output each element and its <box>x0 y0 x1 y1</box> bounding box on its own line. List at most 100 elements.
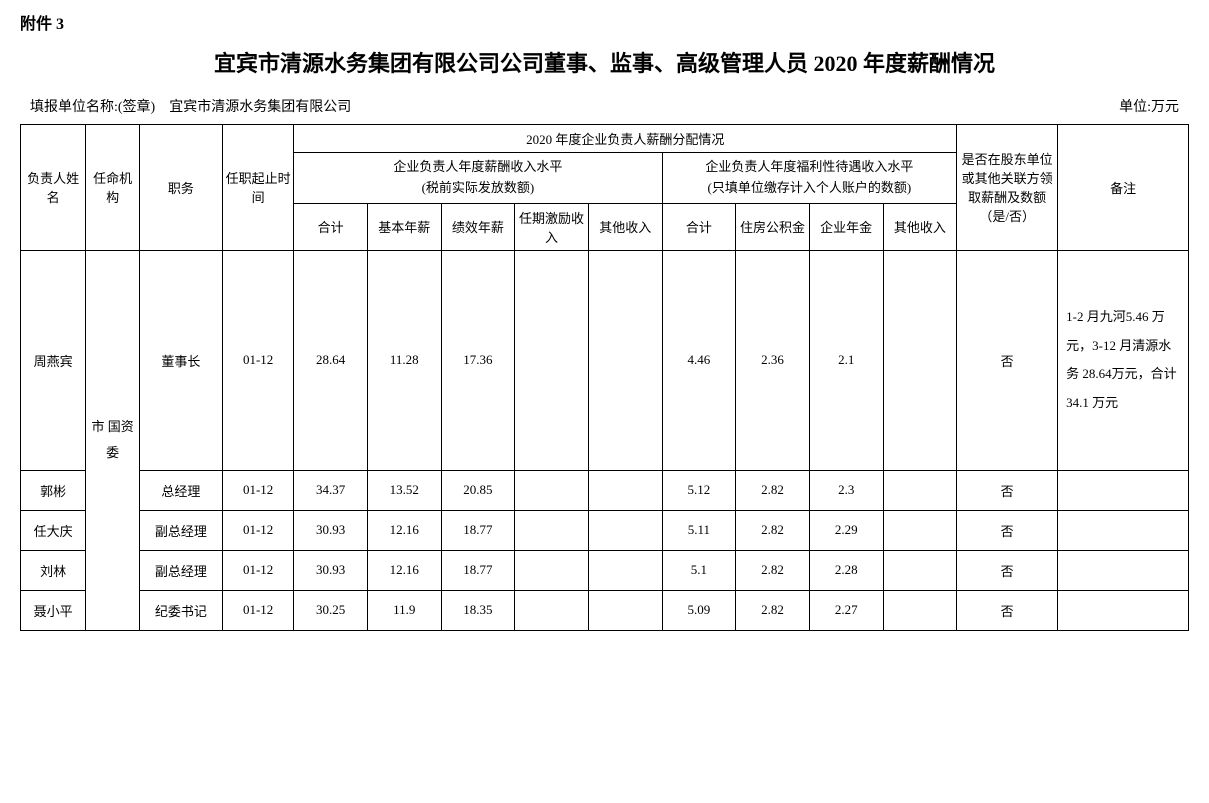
cell-period: 01-12 <box>222 590 293 630</box>
header-welfare-group-main: 企业负责人年度福利性待遇收入水平 <box>665 157 955 178</box>
cell-period: 01-12 <box>222 470 293 510</box>
header-position: 职务 <box>139 125 222 251</box>
cell-other2 <box>883 510 957 550</box>
header-remark: 备注 <box>1058 125 1189 251</box>
header-total1: 合计 <box>294 203 368 250</box>
cell-other1 <box>588 250 662 470</box>
table-row: 郭彬 总经理 01-12 34.37 13.52 20.85 5.12 2.82… <box>21 470 1189 510</box>
cell-housing: 2.36 <box>736 250 810 470</box>
cell-incentive <box>515 470 589 510</box>
cell-total1: 30.93 <box>294 510 368 550</box>
cell-annuity: 2.3 <box>809 470 883 510</box>
cell-period: 01-12 <box>222 550 293 590</box>
cell-incentive <box>515 510 589 550</box>
cell-annuity: 2.27 <box>809 590 883 630</box>
meta-line: 填报单位名称:(签章) 宜宾市清源水务集团有限公司 单位:万元 <box>20 96 1189 116</box>
reporter-name: 宜宾市清源水务集团有限公司 <box>169 100 351 115</box>
cell-perf: 18.77 <box>441 550 515 590</box>
cell-total1: 28.64 <box>294 250 368 470</box>
header-name: 负责人姓 名 <box>21 125 86 251</box>
cell-position: 董事长 <box>139 250 222 470</box>
cell-annuity: 2.1 <box>809 250 883 470</box>
cell-other2 <box>883 550 957 590</box>
attachment-label: 附件 3 <box>20 10 1189 34</box>
cell-name: 刘林 <box>21 550 86 590</box>
reporter-label: 填报单位名称:(签章) <box>30 100 155 115</box>
cell-total1: 34.37 <box>294 470 368 510</box>
cell-annuity: 2.28 <box>809 550 883 590</box>
cell-total2: 5.11 <box>662 510 736 550</box>
main-title: 宜宾市清源水务集团有限公司公司董事、监事、高级管理人员 2020 年度薪酬情况 <box>20 46 1189 78</box>
cell-position: 纪委书记 <box>139 590 222 630</box>
cell-total1: 30.25 <box>294 590 368 630</box>
cell-annuity: 2.29 <box>809 510 883 550</box>
header-total2: 合计 <box>662 203 736 250</box>
cell-base: 13.52 <box>367 470 441 510</box>
cell-base: 12.16 <box>367 510 441 550</box>
cell-incentive <box>515 590 589 630</box>
cell-remark: 1-2 月九河5.46 万元，3-12 月清源水务 28.64万元，合计34.1… <box>1058 250 1189 470</box>
header-agency: 任命机构 <box>86 125 139 251</box>
table-row: 刘林 副总经理 01-12 30.93 12.16 18.77 5.1 2.82… <box>21 550 1189 590</box>
header-perf: 绩效年薪 <box>441 203 515 250</box>
cell-incentive <box>515 250 589 470</box>
header-annuity: 企业年金 <box>809 203 883 250</box>
cell-other1 <box>588 510 662 550</box>
cell-related: 否 <box>957 250 1058 470</box>
cell-related: 否 <box>957 510 1058 550</box>
cell-related: 否 <box>957 470 1058 510</box>
table-row: 聂小平 纪委书记 01-12 30.25 11.9 18.35 5.09 2.8… <box>21 590 1189 630</box>
cell-period: 01-12 <box>222 250 293 470</box>
cell-other1 <box>588 470 662 510</box>
cell-name: 任大庆 <box>21 510 86 550</box>
cell-total1: 30.93 <box>294 550 368 590</box>
cell-other2 <box>883 250 957 470</box>
header-welfare-group: 企业负责人年度福利性待遇收入水平 (只填单位缴存计入个人账户的数额) <box>662 153 957 204</box>
cell-related: 否 <box>957 550 1058 590</box>
cell-name: 聂小平 <box>21 590 86 630</box>
cell-total2: 5.09 <box>662 590 736 630</box>
header-other1: 其他收入 <box>588 203 662 250</box>
cell-other1 <box>588 550 662 590</box>
cell-period: 01-12 <box>222 510 293 550</box>
cell-perf: 17.36 <box>441 250 515 470</box>
cell-perf: 18.77 <box>441 510 515 550</box>
cell-total2: 5.12 <box>662 470 736 510</box>
cell-base: 11.28 <box>367 250 441 470</box>
cell-housing: 2.82 <box>736 550 810 590</box>
cell-name: 郭彬 <box>21 470 86 510</box>
cell-housing: 2.82 <box>736 510 810 550</box>
cell-housing: 2.82 <box>736 590 810 630</box>
compensation-table: 负责人姓 名 任命机构 职务 任职起止时间 2020 年度企业负责人薪酬分配情况… <box>20 124 1189 631</box>
header-base: 基本年薪 <box>367 203 441 250</box>
header-welfare-group-sub: (只填单位缴存计入个人账户的数额) <box>665 178 955 199</box>
cell-position: 副总经理 <box>139 510 222 550</box>
table-row: 任大庆 副总经理 01-12 30.93 12.16 18.77 5.11 2.… <box>21 510 1189 550</box>
header-salary-group-main: 企业负责人年度薪酬收入水平 <box>296 157 659 178</box>
cell-name: 周燕宾 <box>21 250 86 470</box>
cell-remark <box>1058 510 1189 550</box>
cell-housing: 2.82 <box>736 470 810 510</box>
cell-remark <box>1058 590 1189 630</box>
cell-perf: 18.35 <box>441 590 515 630</box>
header-period: 任职起止时间 <box>222 125 293 251</box>
header-year-summary: 2020 年度企业负责人薪酬分配情况 <box>294 125 957 153</box>
cell-remark <box>1058 470 1189 510</box>
header-incentive: 任期激励收入 <box>515 203 589 250</box>
header-housing: 住房公积金 <box>736 203 810 250</box>
cell-other2 <box>883 470 957 510</box>
cell-incentive <box>515 550 589 590</box>
cell-other1 <box>588 590 662 630</box>
header-related: 是否在股东单位或其他关联方领取薪酬及数额（是/否） <box>957 125 1058 251</box>
header-other2: 其他收入 <box>883 203 957 250</box>
table-row: 周燕宾 市 国资 委 董事长 01-12 28.64 11.28 17.36 4… <box>21 250 1189 470</box>
cell-other2 <box>883 590 957 630</box>
cell-agency: 市 国资 委 <box>86 250 139 630</box>
cell-position: 总经理 <box>139 470 222 510</box>
cell-remark <box>1058 550 1189 590</box>
cell-position: 副总经理 <box>139 550 222 590</box>
cell-base: 12.16 <box>367 550 441 590</box>
cell-total2: 4.46 <box>662 250 736 470</box>
cell-base: 11.9 <box>367 590 441 630</box>
cell-related: 否 <box>957 590 1058 630</box>
